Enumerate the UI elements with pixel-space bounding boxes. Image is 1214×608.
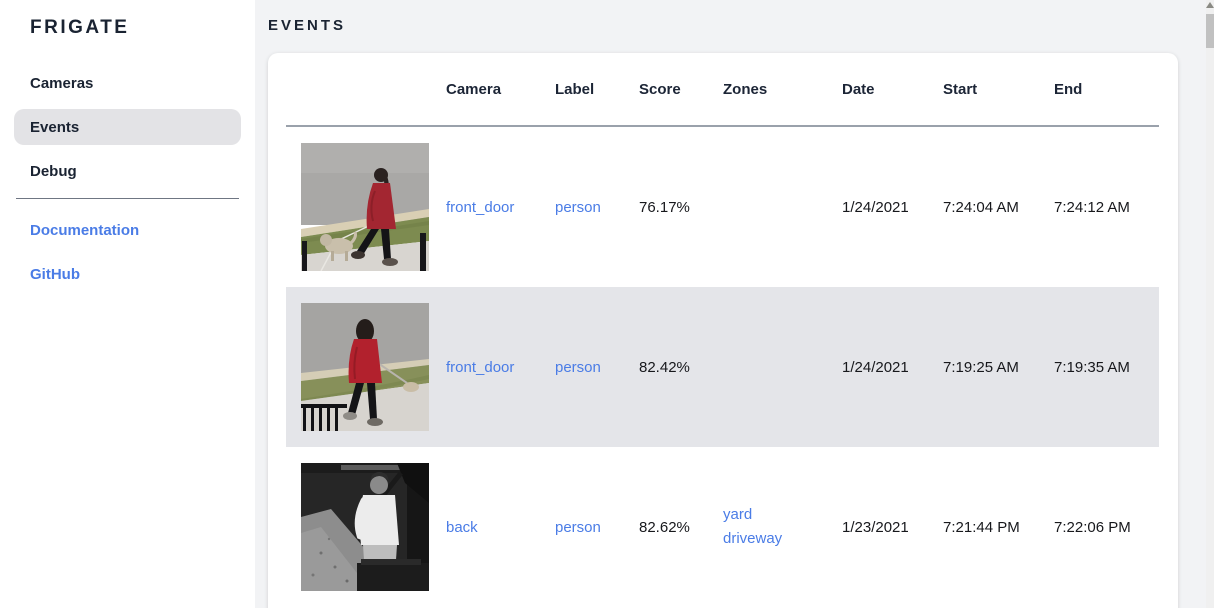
date-value: 1/24/2021	[842, 358, 909, 376]
event-thumbnail[interactable]	[301, 463, 429, 591]
scrollbar-up-arrow-icon[interactable]	[1206, 2, 1214, 8]
column-header-camera: Camera	[446, 80, 502, 98]
zone-link[interactable]: yard	[723, 506, 753, 523]
score-value: 82.42%	[639, 358, 690, 376]
end-time-value: 7:24:12 AM	[1054, 198, 1130, 216]
score-value: 82.62%	[639, 518, 690, 536]
zone-link[interactable]: driveway	[723, 530, 783, 547]
column-header-zones: Zones	[723, 80, 768, 98]
events-table-header: Camera Label Score Zones Date Start End	[286, 53, 1159, 127]
sidebar: FRIGATE Cameras Events Debug Documentati…	[0, 0, 255, 608]
column-header-end: End	[1054, 80, 1083, 98]
column-header-score: Score	[639, 80, 681, 98]
event-thumbnail[interactable]	[301, 303, 429, 431]
sidebar-item-label: Events	[30, 118, 80, 136]
sidebar-item-label: Debug	[30, 162, 77, 180]
events-card: Camera Label Score Zones Date Start End	[268, 53, 1178, 608]
label-link[interactable]: person	[555, 518, 601, 536]
events-table-body: front_door person 76.17% 1/24/2021 7:24:…	[286, 127, 1159, 607]
event-row[interactable]: front_door person 82.42% 1/24/2021 7:19:…	[286, 287, 1159, 447]
main-content: EVENTS Camera Label Score Zones Date Sta…	[255, 0, 1214, 608]
sidebar-divider	[16, 198, 239, 199]
sidebar-link-github[interactable]: GitHub	[14, 256, 241, 292]
thumbnail-red-coat-dog	[301, 143, 429, 271]
score-value: 76.17%	[639, 198, 690, 216]
end-time-value: 7:22:06 PM	[1054, 518, 1131, 536]
column-header-label: Label	[555, 80, 595, 98]
start-time-value: 7:21:44 PM	[943, 518, 1020, 536]
sidebar-item-events[interactable]: Events	[14, 109, 241, 145]
sidebar-item-debug[interactable]: Debug	[14, 153, 241, 189]
column-header-date: Date	[842, 80, 875, 98]
thumbnail-night-person	[301, 463, 429, 591]
label-link[interactable]: person	[555, 198, 601, 216]
column-header-start: Start	[943, 80, 978, 98]
end-time-value: 7:19:35 AM	[1054, 358, 1130, 376]
app-logo: FRIGATE	[30, 17, 130, 38]
camera-link[interactable]: back	[446, 518, 478, 536]
camera-link[interactable]: front_door	[446, 358, 515, 376]
scrollbar-thumb[interactable]	[1206, 14, 1214, 48]
event-thumbnail[interactable]	[301, 143, 429, 271]
sidebar-item-label: Cameras	[30, 74, 94, 92]
camera-link[interactable]: front_door	[446, 198, 515, 216]
date-value: 1/24/2021	[842, 198, 909, 216]
sidebar-nav: Cameras Events Debug Documentation GitHu…	[0, 65, 255, 292]
date-value: 1/23/2021	[842, 518, 909, 536]
label-link[interactable]: person	[555, 358, 601, 376]
event-row[interactable]: back person 82.62% yard driveway 1/23/202…	[286, 447, 1159, 607]
sidebar-link-label: Documentation	[30, 221, 140, 239]
thumbnail-red-hoodie	[301, 303, 429, 431]
events-table: Camera Label Score Zones Date Start End	[286, 53, 1159, 607]
event-row[interactable]: front_door person 76.17% 1/24/2021 7:24:…	[286, 127, 1159, 287]
start-time-value: 7:19:25 AM	[943, 358, 1019, 376]
zones-cell: yard driveway	[723, 503, 842, 551]
sidebar-link-documentation[interactable]: Documentation	[14, 212, 241, 248]
vertical-scrollbar[interactable]	[1206, 0, 1214, 608]
sidebar-item-cameras[interactable]: Cameras	[14, 65, 241, 101]
start-time-value: 7:24:04 AM	[943, 198, 1019, 216]
sidebar-link-label: GitHub	[30, 265, 80, 283]
page-title: EVENTS	[268, 17, 347, 34]
